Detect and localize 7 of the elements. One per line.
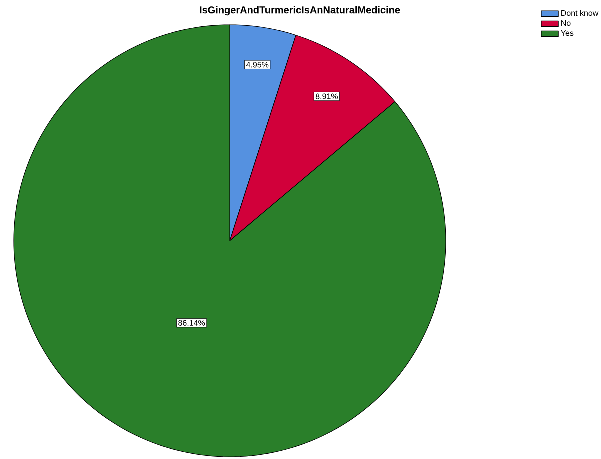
chart-title: IsGingerAndTurmericIsAnNaturalMedicine (200, 6, 400, 16)
legend-label: No (562, 20, 571, 26)
data-label: 4.95% (246, 62, 269, 68)
legend-label: Dont know (562, 10, 599, 16)
data-label: 86.14% (178, 320, 206, 326)
data-label: 8.91% (316, 94, 338, 100)
legend-label: Yes (561, 30, 574, 36)
